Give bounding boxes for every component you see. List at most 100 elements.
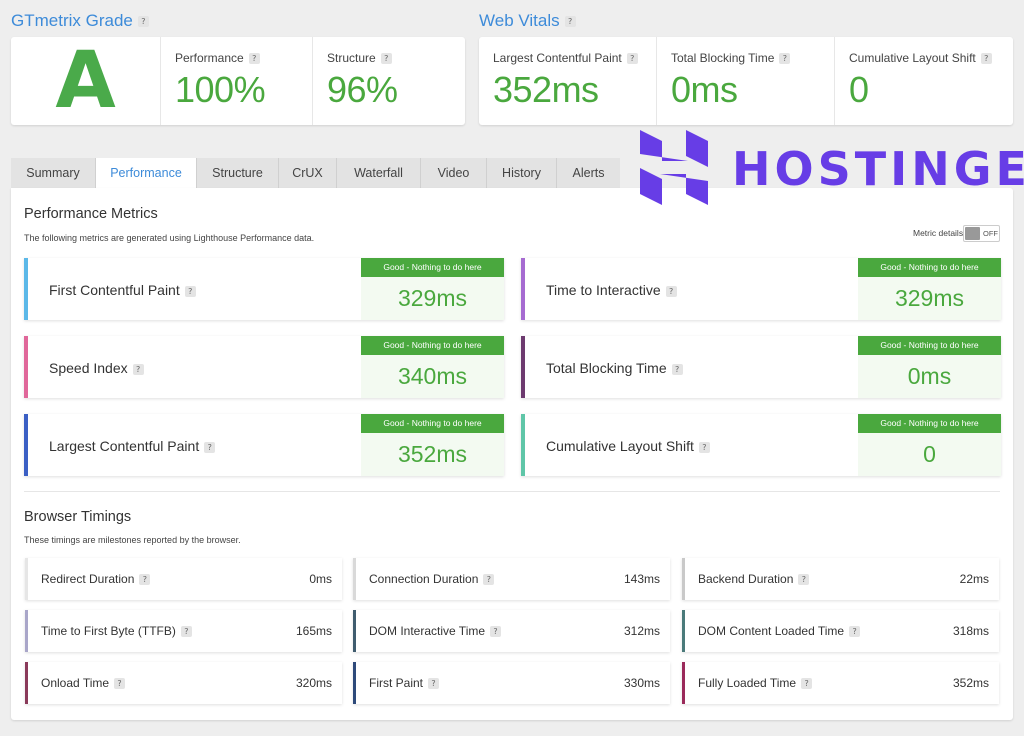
metric-value: 340ms [397,363,468,389]
performance-score: Performance? 100% [161,37,313,125]
structure-score: Structure? 96% [313,37,465,125]
metric-card-fcp: First Contentful Paint? Good - Nothing t… [24,258,504,320]
help-icon[interactable]: ? [248,53,260,65]
metric-label: Speed Index [49,360,128,376]
help-icon[interactable]: ? [665,285,677,297]
gtmetrix-grade-heading: GTmetrix Grade? [11,11,149,31]
help-icon[interactable]: ? [980,53,992,65]
metric-card-cls: Cumulative Layout Shift? Good - Nothing … [521,414,1001,476]
help-icon[interactable]: ? [184,285,196,297]
timing-dom-interactive: DOM Interactive Time? 312ms [353,610,670,652]
metric-value: 0 [923,441,936,467]
web-vital-tbt: Total Blocking Time? 0ms [657,37,835,125]
web-vital-lcp: Largest Contentful Paint? 352ms [479,37,657,125]
browser-timings-title: Browser Timings [24,509,132,525]
help-icon[interactable]: ? [132,363,144,375]
performance-metrics-subtitle: The following metrics are generated usin… [24,233,315,243]
help-icon[interactable]: ? [180,626,192,638]
timing-label: Connection Duration [369,572,479,586]
timing-label: Redirect Duration [41,572,135,586]
web-vital-label: Total Blocking Time [671,51,775,65]
metric-badge: Good - Nothing to do here 0ms [858,336,1001,398]
grade-letter: A [55,36,116,126]
help-icon[interactable]: ? [114,678,126,690]
tab-crux[interactable]: CrUX [279,158,337,188]
help-icon[interactable]: ? [671,363,683,375]
metric-card-speed-index: Speed Index? Good - Nothing to do here 3… [24,336,504,398]
timing-backend-duration: Backend Duration? 22ms [682,558,999,600]
help-icon[interactable]: ? [564,16,576,28]
timing-ttfb: Time to First Byte (TTFB)? 165ms [25,610,342,652]
metric-value: 352ms [397,441,468,467]
status-badge: Good - Nothing to do here [361,336,504,355]
metric-badge: Good - Nothing to do here 340ms [361,336,504,398]
tab-video[interactable]: Video [421,158,487,188]
timing-label: Backend Duration [698,572,794,586]
tab-waterfall[interactable]: Waterfall [337,158,421,188]
timing-value: 330ms [623,676,660,690]
help-icon[interactable]: ? [380,53,392,65]
help-icon[interactable]: ? [139,574,151,586]
hostinger-logo: HOSTINGER [640,130,1024,205]
metric-card-tbt: Total Blocking Time? Good - Nothing to d… [521,336,1001,398]
help-icon[interactable]: ? [798,574,810,586]
gtmetrix-grade-title: GTmetrix Grade [11,11,133,30]
tab-history[interactable]: History [487,158,557,188]
metric-details-toggle[interactable]: OFF [963,225,1000,242]
help-icon[interactable]: ? [849,626,861,638]
help-icon[interactable]: ? [779,53,791,65]
status-badge: Good - Nothing to do here [858,258,1001,277]
performance-label: Performance [175,51,244,65]
timing-dom-content-loaded: DOM Content Loaded Time? 318ms [682,610,999,652]
hostinger-logo-text: HOSTINGER [732,142,1024,196]
web-vital-cls: Cumulative Layout Shift? 0 [835,37,1013,125]
metric-badge: Good - Nothing to do here 352ms [361,414,504,476]
timing-label: Time to First Byte (TTFB) [41,624,176,638]
metric-card-tti: Time to Interactive? Good - Nothing to d… [521,258,1001,320]
section-divider [24,491,1000,492]
help-icon[interactable]: ? [428,678,440,690]
structure-value: 96% [327,69,398,110]
web-vitals-title: Web Vitals [479,11,560,30]
help-icon[interactable]: ? [490,626,502,638]
timing-value: 0ms [309,572,332,586]
tab-performance[interactable]: Performance [96,158,197,188]
timing-first-paint: First Paint? 330ms [353,662,670,704]
web-vital-label: Cumulative Layout Shift [849,51,976,65]
metric-label: Largest Contentful Paint [49,438,200,454]
timing-label: DOM Content Loaded Time [698,624,845,638]
status-badge: Good - Nothing to do here [858,336,1001,355]
browser-timings-subtitle: These timings are milestones reported by… [24,535,241,545]
timing-redirect-duration: Redirect Duration? 0ms [25,558,342,600]
grade-card: A Performance? 100% Structure? 96% [11,36,465,126]
metric-label: Total Blocking Time [546,360,667,376]
metric-badge: Good - Nothing to do here 329ms [858,258,1001,320]
status-badge: Good - Nothing to do here [361,414,504,433]
help-icon[interactable]: ? [137,16,149,28]
performance-value: 100% [175,69,266,110]
help-icon[interactable]: ? [483,574,495,586]
web-vital-value: 0ms [671,69,738,110]
tab-summary[interactable]: Summary [11,158,96,188]
performance-panel: Performance Metrics The following metric… [11,188,1013,720]
status-badge: Good - Nothing to do here [858,414,1001,433]
timing-value: 143ms [623,572,660,586]
help-icon[interactable]: ? [698,441,710,453]
tab-alerts[interactable]: Alerts [557,158,620,188]
timing-value: 22ms [959,572,989,586]
timing-value: 312ms [623,624,660,638]
tab-structure[interactable]: Structure [197,158,279,188]
metric-details-label: Metric details [913,228,964,238]
timing-value: 320ms [295,676,332,690]
timing-label: First Paint [369,676,424,690]
timing-fully-loaded: Fully Loaded Time? 352ms [682,662,999,704]
help-icon[interactable]: ? [626,53,638,65]
metric-label: First Contentful Paint [49,282,180,298]
timing-onload: Onload Time? 320ms [25,662,342,704]
help-icon[interactable]: ? [801,678,813,690]
timing-connection-duration: Connection Duration? 143ms [353,558,670,600]
help-icon[interactable]: ? [204,441,216,453]
toggle-knob [965,227,980,240]
web-vital-value: 352ms [493,69,599,110]
timing-value: 165ms [295,624,332,638]
